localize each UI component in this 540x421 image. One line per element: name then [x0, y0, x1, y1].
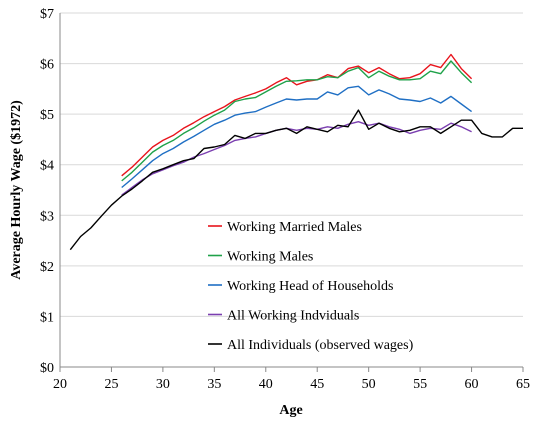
x-axis-title: Age [279, 403, 302, 418]
x-tick-label: 50 [362, 377, 376, 392]
x-tick-label: 20 [53, 377, 67, 392]
x-tick-label: 60 [465, 377, 479, 392]
x-tick-label: 65 [516, 377, 530, 392]
y-tick-label: $7 [40, 7, 54, 22]
x-tick-label: 55 [413, 377, 427, 392]
x-tick-label: 45 [310, 377, 324, 392]
legend-label: All Individuals (observed wages) [227, 338, 414, 353]
axes [59, 13, 524, 372]
x-tick-label: 40 [259, 377, 273, 392]
grid [60, 12, 523, 317]
y-tick-label: $4 [40, 159, 54, 174]
y-tick-label: $3 [40, 209, 54, 224]
y-tick-label: $5 [40, 108, 54, 123]
y-tick-label: $2 [40, 260, 54, 275]
series-line-0 [121, 53, 473, 177]
y-axis-title: Average Hourly Wage ($1972) [9, 100, 24, 280]
series-group [69, 53, 523, 251]
legend-label: Working Married Males [227, 220, 362, 235]
series-line-1 [121, 60, 473, 182]
series-line-2 [121, 85, 473, 189]
y-tick-label: $0 [40, 361, 54, 376]
legend-label: Working Males [227, 250, 313, 265]
legend-label: All Working Indviduals [227, 309, 359, 324]
x-tick-label: 30 [156, 377, 170, 392]
y-tick-label: $1 [40, 310, 54, 325]
x-tick-label: 35 [207, 377, 221, 392]
legend-label: Working Head of Households [227, 279, 393, 294]
series-line-4 [69, 109, 523, 251]
series-line-3 [121, 120, 472, 196]
y-tick-label: $6 [40, 58, 54, 73]
tick-labels: $0 $1 $2 $3 $4 $5 $6 $7 20 25 30 35 40 45 50 55 60 65 [40, 7, 530, 392]
legend: Working Married Males Working Males Workin… [208, 220, 414, 353]
x-tick-label: 25 [104, 377, 118, 392]
